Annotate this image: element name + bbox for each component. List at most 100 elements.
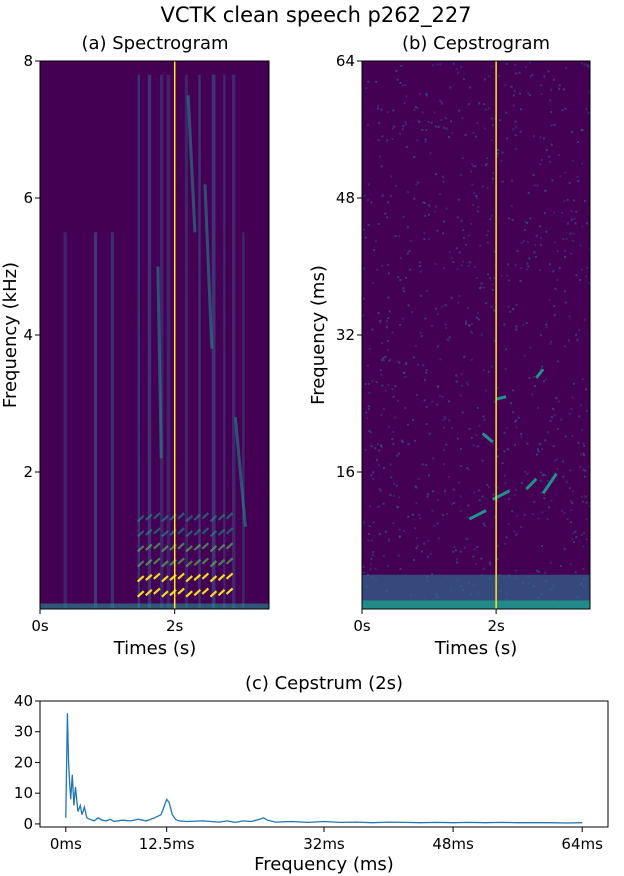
- cepstrogram-noise: [410, 240, 413, 243]
- cepstrogram-noise: [475, 194, 478, 197]
- cepstrogram-noise: [414, 485, 417, 488]
- cepstrogram-noise: [553, 459, 556, 462]
- x-tick-label: 32ms: [303, 835, 345, 853]
- cepstrogram-noise: [456, 558, 459, 561]
- cepstrogram-noise: [427, 493, 430, 496]
- cepstrogram-noise: [515, 419, 518, 422]
- cepstrogram-noise: [425, 129, 428, 132]
- cepstrogram-noise: [426, 94, 429, 97]
- cepstrogram-noise: [471, 332, 474, 335]
- y-tick-label: 0: [23, 815, 33, 833]
- cepstrogram-noise: [378, 122, 381, 125]
- cepstrogram-noise: [464, 322, 467, 325]
- cepstrogram-noise: [424, 214, 427, 217]
- cepstrogram-noise: [483, 103, 486, 106]
- spectrogram-streak: [242, 232, 245, 609]
- cepstrogram-noise: [584, 475, 587, 478]
- cepstrogram-noise: [549, 342, 552, 345]
- spectrogram-harmonic: [177, 512, 185, 520]
- cepstrogram-noise: [486, 484, 489, 487]
- cepstrogram-noise: [434, 262, 437, 265]
- cepstrogram-noise: [385, 326, 388, 329]
- cepstrogram-noise: [550, 111, 553, 114]
- cepstrogram-noise: [585, 518, 588, 521]
- cepstrogram-noise: [565, 237, 568, 240]
- cepstrogram-noise: [581, 500, 584, 503]
- cepstrum-title: (c) Cepstrum (2s): [245, 673, 403, 694]
- cepstrogram-noise: [419, 517, 422, 520]
- cepstrogram-noise: [425, 289, 428, 292]
- cepstrogram-noise: [376, 107, 379, 110]
- spectrogram-axes: 0s 2s 2 4 6 8: [23, 52, 183, 635]
- cepstrogram-noise: [484, 78, 487, 81]
- cepstrogram-noise: [452, 550, 455, 553]
- cepstrogram-noise: [479, 286, 482, 289]
- cepstrogram-noise: [537, 517, 540, 520]
- cepstrogram-noise: [550, 340, 553, 343]
- cepstrogram-noise: [585, 538, 588, 541]
- spectrogram-harmonic: [225, 572, 234, 580]
- cepstrogram-noise: [531, 73, 534, 76]
- cepstrogram-noise: [392, 109, 395, 112]
- cepstrogram-noise: [405, 95, 408, 98]
- cepstrogram-noise: [436, 522, 439, 525]
- cepstrogram-noise: [419, 261, 422, 264]
- spectrogram-harmonic: [153, 587, 161, 595]
- cepstrogram-noise: [540, 93, 543, 96]
- cepstrogram-noise: [481, 185, 484, 188]
- cepstrogram-noise: [493, 276, 496, 279]
- cepstrogram-noise: [445, 327, 448, 330]
- cepstrogram-noise: [543, 212, 546, 215]
- cepstrogram-noise: [571, 532, 574, 535]
- cepstrogram-noise: [516, 250, 519, 253]
- cepstrogram-noise: [476, 121, 479, 124]
- y-tick-label: 64: [336, 52, 355, 70]
- cepstrogram-noise: [540, 471, 543, 474]
- cepstrogram-noise: [386, 216, 389, 219]
- cepstrogram-noise: [400, 64, 403, 67]
- cepstrogram-noise: [404, 83, 407, 86]
- cepstrogram-noise: [412, 418, 415, 421]
- cepstrogram-noise: [407, 423, 410, 426]
- cepstrogram-noise: [446, 512, 449, 515]
- cepstrogram-noise: [587, 65, 590, 68]
- cepstrogram-noise: [587, 112, 590, 115]
- cepstrogram-noise: [475, 434, 478, 437]
- cepstrogram-floor: [362, 600, 590, 609]
- cepstrogram-noise: [544, 571, 547, 574]
- cepstrogram-noise: [476, 546, 479, 549]
- cepstrogram-noise: [511, 510, 514, 513]
- cepstrogram-noise: [572, 541, 575, 544]
- spectrogram-harmonic: [145, 558, 153, 566]
- cepstrogram-noise: [393, 125, 396, 128]
- cepstrogram-noise: [381, 264, 384, 267]
- cepstrogram-noise: [436, 63, 439, 66]
- cepstrogram-noise: [467, 265, 470, 268]
- cepstrogram-noise: [504, 367, 507, 370]
- cepstrogram-noise: [540, 84, 543, 87]
- cepstrogram-noise: [487, 273, 490, 276]
- cepstrogram-noise: [585, 501, 588, 504]
- cepstrogram-noise: [377, 104, 380, 107]
- cepstrogram-noise: [367, 539, 370, 542]
- cepstrogram-noise: [484, 302, 487, 305]
- cepstrogram-noise: [378, 321, 381, 324]
- cepstrogram-noise: [549, 419, 552, 422]
- cepstrogram-noise: [500, 274, 503, 277]
- cepstrogram-noise: [427, 204, 430, 207]
- cepstrogram-noise: [442, 449, 445, 452]
- cepstrogram-noise: [515, 426, 518, 429]
- cepstrogram-noise: [509, 310, 512, 313]
- cepstrogram-noise: [433, 210, 436, 213]
- cepstrogram-noise: [362, 228, 365, 231]
- cepstrogram-noise: [431, 509, 434, 512]
- cepstrogram-noise: [538, 570, 541, 573]
- cepstrogram-noise: [505, 111, 508, 114]
- cepstrogram-noise: [404, 123, 407, 126]
- cepstrogram-noise: [569, 563, 572, 566]
- cepstrogram-noise: [511, 179, 514, 182]
- spectrogram-streak: [159, 74, 164, 609]
- cepstrogram-noise: [450, 120, 453, 123]
- cepstrogram-noise: [433, 524, 436, 527]
- cepstrogram-noise: [456, 216, 459, 219]
